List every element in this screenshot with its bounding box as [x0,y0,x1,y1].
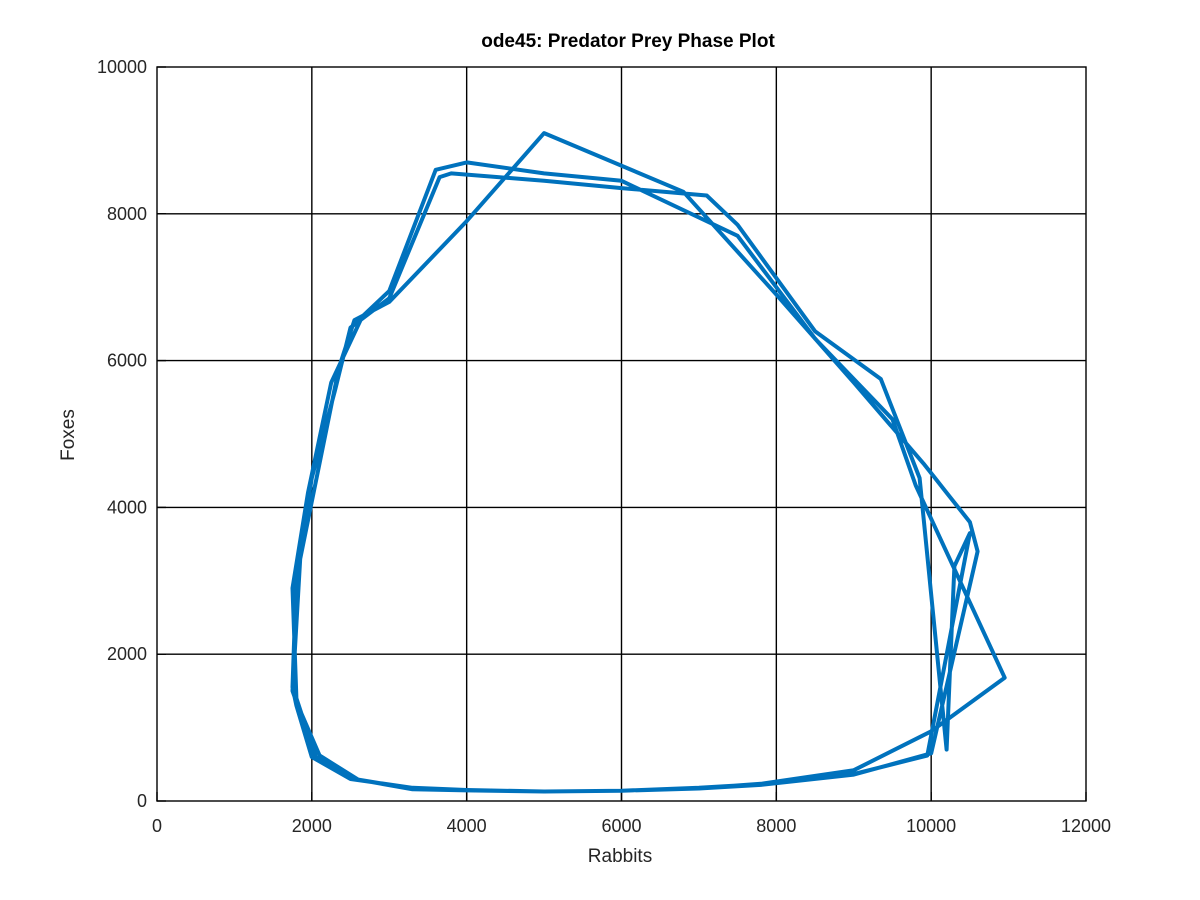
x-axis-label: Rabbits [588,846,652,867]
x-tick-label: 2000 [292,816,332,836]
axis-ticks: 0 2000 4000 6000 8000 10000 12000 0 2000 4000 6000… [97,57,1111,836]
series-line [290,131,1007,794]
x-tick-label: 4000 [447,816,487,836]
y-axis-label: Foxes [58,409,79,461]
x-tick-label: 10000 [906,816,956,836]
x-tick-label: 0 [152,816,162,836]
y-tick-label: 8000 [107,204,147,224]
y-tick-label: 0 [137,791,147,811]
x-tick-label: 6000 [601,816,641,836]
x-tick-label: 12000 [1061,816,1111,836]
y-tick-label: 6000 [107,351,147,371]
y-tick-label: 10000 [97,57,147,77]
y-tick-label: 2000 [107,644,147,664]
y-tick-label: 4000 [107,497,147,517]
series-layer [290,131,1007,794]
chart-title: ode45: Predator Prey Phase Plot [481,31,775,52]
x-tick-label: 8000 [756,816,796,836]
